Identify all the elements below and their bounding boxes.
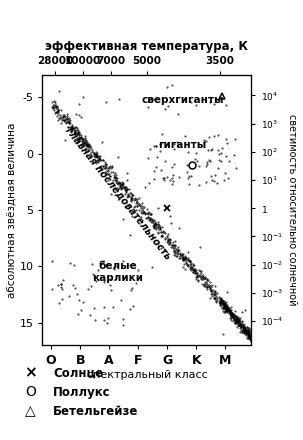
Y-axis label: абсолютная звёздная величина: абсолютная звёздная величина: [7, 122, 17, 298]
Text: белые
карлики: белые карлики: [92, 261, 143, 283]
Text: Поллукс: Поллукс: [53, 386, 111, 399]
Text: Бетельгейзе: Бетельгейзе: [53, 405, 138, 418]
X-axis label: эффективная температура, К: эффективная температура, К: [45, 40, 248, 53]
Text: △: △: [25, 404, 36, 418]
Y-axis label: светимость относительно солнечной: светимость относительно солнечной: [287, 114, 297, 306]
X-axis label: спектральный класс: спектральный класс: [87, 370, 207, 380]
Text: ×: ×: [24, 366, 37, 381]
Text: гиганты: гиганты: [158, 140, 207, 150]
Text: O: O: [25, 385, 36, 400]
Text: Солнце: Солнце: [53, 367, 103, 380]
Text: сверхгиганты: сверхгиганты: [141, 95, 224, 105]
Text: главная последовательность: главная последовательность: [63, 125, 173, 261]
